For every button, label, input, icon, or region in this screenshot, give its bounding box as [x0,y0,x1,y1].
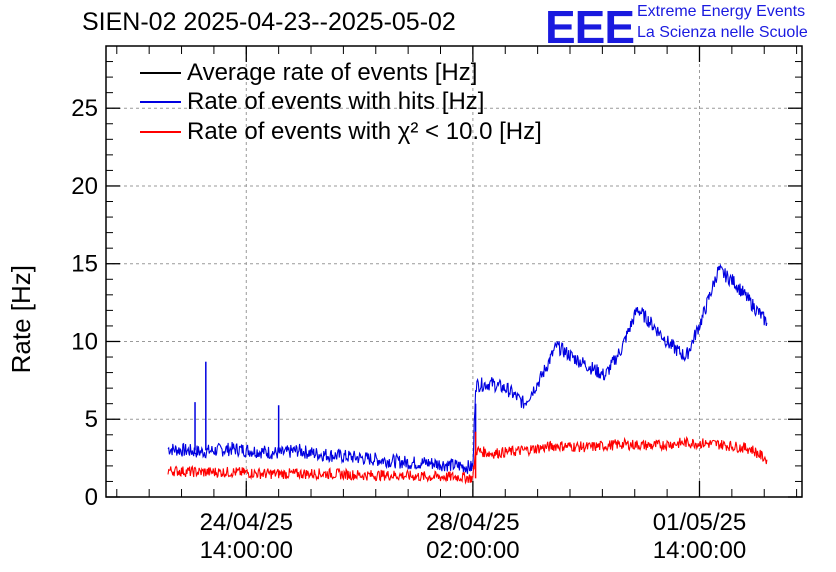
chart-title: SIEN-02 2025-04-23--2025-05-02 [82,8,456,36]
x-tick-label-time: 02:00:00 [426,537,519,564]
logo-text-line1: Extreme Energy Events [637,3,806,20]
y-tick-label: 20 [71,173,98,200]
legend-entry-2: Rate of events with χ² < 10.0 [Hz] [187,118,542,145]
series-line-1 [167,263,768,474]
y-tick-label: 5 [85,406,98,433]
series-line-2 [167,435,768,485]
y-tick-label: 25 [71,95,98,122]
y-tick-label: 10 [71,328,98,355]
ticks: 051015202524/04/2514:00:0028/04/2502:00:… [71,95,746,564]
plot-frame [105,45,803,498]
grid [106,46,802,497]
x-tick-label-time: 14:00:00 [653,537,746,564]
y-tick-label: 15 [71,251,98,278]
legend-entry-0: Average rate of events [Hz] [187,59,477,86]
x-tick-label-date: 01/05/25 [653,509,746,536]
legend-entry-1: Rate of events with hits [Hz] [187,88,484,115]
axes [106,46,802,498]
logo-text-line2: La Scienza nelle Scuole [637,24,808,41]
series-layer [167,263,768,485]
eee-logo: EEE [545,1,635,53]
legend: Average rate of events [Hz]Rate of event… [140,59,542,145]
x-tick-label-date: 28/04/25 [426,509,519,536]
x-tick-label-time: 14:00:00 [200,537,293,564]
y-tick-label: 0 [85,484,98,511]
x-tick-label-date: 24/04/25 [200,509,293,536]
